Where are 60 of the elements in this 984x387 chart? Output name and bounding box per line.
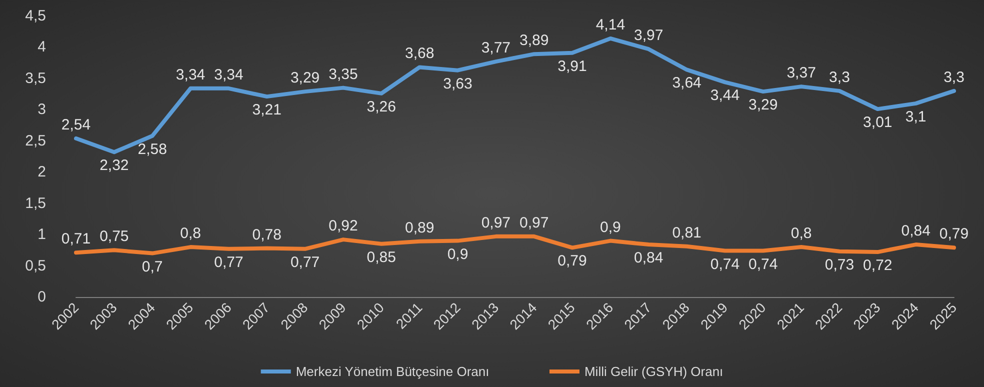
data-label: 2,32 [100, 157, 129, 174]
data-label: 0,81 [672, 224, 702, 242]
data-label: 2,54 [61, 116, 91, 134]
data-label: 3,1 [905, 108, 926, 126]
data-label: 0,71 [61, 230, 91, 248]
y-tick-label: 1 [38, 226, 46, 244]
data-label: 0,8 [180, 225, 201, 242]
data-label: 0,77 [214, 254, 244, 271]
legend-label: Merkezi Yönetim Bütçesine Oranı [296, 364, 490, 379]
y-tick-label: 4 [38, 38, 46, 56]
data-label: 3,3 [944, 68, 964, 86]
data-label: 0,7 [142, 258, 163, 276]
legend-label: Milli Gelir (GSYH) Oranı [584, 364, 724, 379]
data-label: 3,01 [863, 114, 892, 132]
data-label: 0,97 [481, 214, 511, 232]
data-label: 3,89 [519, 32, 549, 50]
y-tick-label: 2 [38, 164, 46, 181]
data-label: 3,68 [404, 45, 434, 62]
data-label: 3,37 [786, 64, 816, 82]
data-label: 0,72 [863, 257, 892, 274]
data-label: 3,3 [829, 68, 850, 86]
y-tick-label: 1,5 [25, 194, 46, 212]
data-label: 0,85 [366, 248, 396, 266]
data-label: 0,8 [790, 225, 812, 242]
data-label: 0,77 [290, 254, 320, 271]
data-label: 0,97 [519, 214, 549, 232]
y-tick-label: 3,5 [25, 70, 46, 87]
data-label: 3,64 [672, 74, 702, 92]
data-label: 3,91 [558, 58, 587, 75]
data-label: 3,97 [634, 27, 664, 44]
data-label: 0,78 [252, 226, 282, 244]
data-label: 3,26 [366, 98, 396, 116]
data-label: 0,73 [824, 256, 854, 274]
data-label: 0,84 [901, 222, 930, 240]
data-label: 3,34 [176, 66, 206, 84]
y-tick-label: 0 [38, 288, 46, 306]
data-label: 3,29 [290, 70, 320, 87]
y-tick-label: 3 [38, 101, 46, 118]
data-label: 3,21 [252, 102, 282, 119]
data-label: 3,44 [710, 87, 740, 104]
data-label: 4,14 [596, 16, 626, 34]
data-label: 0,89 [404, 219, 434, 236]
data-label: 3,34 [214, 66, 244, 84]
data-label: 3,77 [481, 40, 511, 57]
data-label: 0,84 [634, 250, 664, 267]
data-label: 3,35 [328, 66, 358, 83]
data-label: 0,74 [710, 256, 740, 273]
y-tick-label: 2,5 [25, 132, 46, 150]
y-tick-label: 0,5 [25, 257, 46, 274]
y-tick-label: 4,5 [25, 8, 46, 24]
data-label: 0,9 [447, 246, 468, 263]
data-label: 0,92 [328, 218, 358, 235]
data-label: 0,79 [558, 252, 587, 270]
data-label: 3,63 [443, 75, 472, 92]
data-label: 0,75 [100, 228, 129, 246]
data-label: 0,9 [600, 218, 621, 236]
data-label: 2,58 [138, 140, 167, 158]
data-label: 3,29 [748, 96, 778, 114]
data-label: 0,79 [939, 226, 969, 243]
data-label: 0,74 [748, 256, 778, 273]
